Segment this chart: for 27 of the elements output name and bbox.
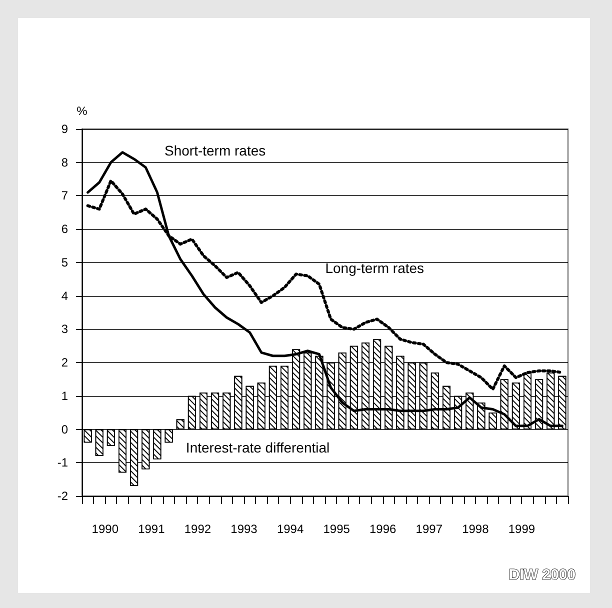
y-tick-label: -1	[57, 456, 68, 470]
y-tick-label: 1	[61, 388, 68, 403]
y-tick-label: 3	[61, 322, 68, 336]
y-tick-label: 4	[61, 288, 68, 303]
x-tick-label: 1992	[184, 522, 212, 536]
y-tick-label: 8	[61, 155, 68, 170]
x-tick-label: 1997	[416, 522, 443, 536]
y-tick-label: 2	[61, 356, 68, 370]
x-tick-label: 1994	[276, 522, 304, 536]
y-tick-label: 9	[61, 122, 68, 136]
series-label: Short-term rates	[164, 142, 266, 158]
y-axis-title: %	[76, 104, 88, 118]
x-tick-label: 1995	[323, 522, 350, 536]
series-label: Long-term rates	[325, 260, 424, 276]
x-tick-label: 1999	[508, 522, 536, 536]
text: DIW 2000	[508, 566, 576, 584]
y-tick-label: 5	[61, 255, 68, 270]
x-tick-label: 1991	[138, 522, 166, 536]
y-tick-label: 7	[61, 188, 68, 203]
y-tick-label: -2	[57, 489, 68, 503]
x-tick-label: 1998	[462, 522, 490, 536]
x-tick-label: 1993	[230, 522, 258, 536]
x-tick-label: 1990	[92, 522, 119, 536]
y-tick-label: 0	[61, 422, 68, 436]
x-tick-label: 1996	[370, 522, 397, 536]
y-tick-label: 6	[61, 222, 68, 236]
series-label: Interest-rate differential	[186, 439, 330, 456]
